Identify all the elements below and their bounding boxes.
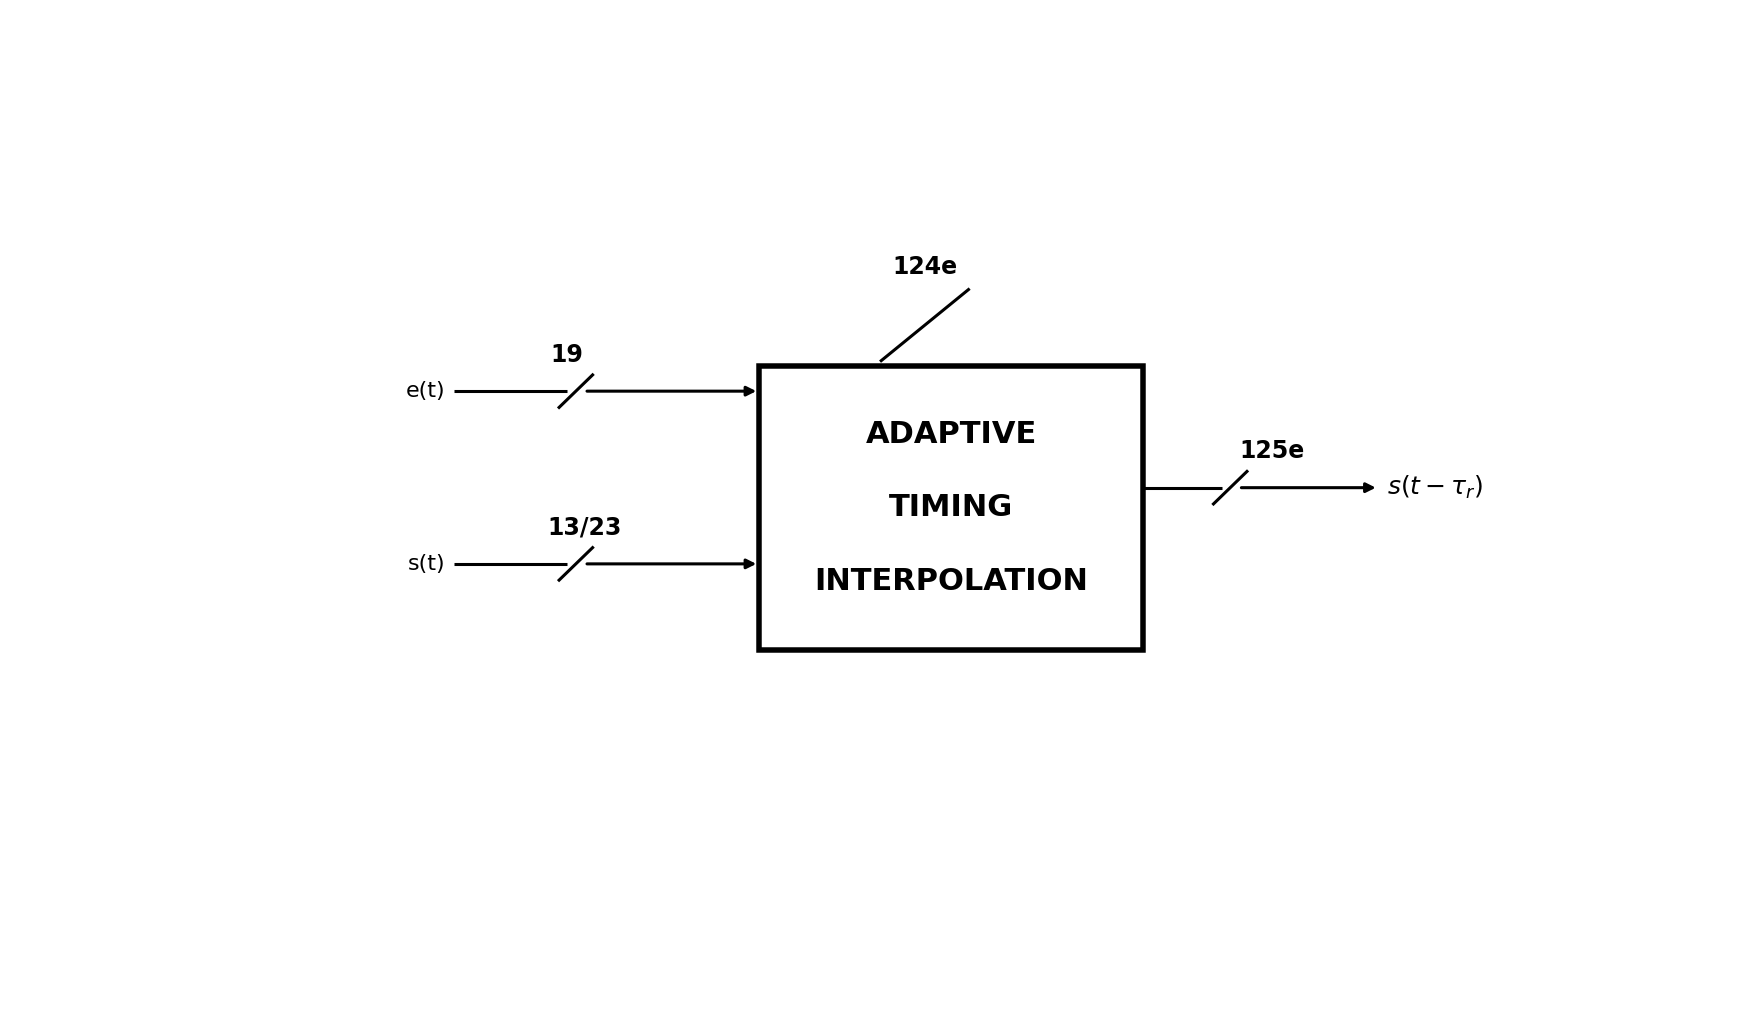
Text: 125e: 125e bbox=[1239, 439, 1304, 463]
Text: s(t): s(t) bbox=[407, 554, 445, 574]
Text: 13/23: 13/23 bbox=[548, 515, 621, 539]
Text: 19: 19 bbox=[551, 342, 583, 367]
Text: ADAPTIVE: ADAPTIVE bbox=[866, 421, 1037, 449]
Bar bbox=[759, 366, 1143, 650]
Text: $s(t-\tau_r)$: $s(t-\tau_r)$ bbox=[1387, 474, 1483, 501]
Text: INTERPOLATION: INTERPOLATION bbox=[815, 567, 1087, 595]
Text: 124e: 124e bbox=[892, 255, 958, 279]
Text: TIMING: TIMING bbox=[888, 494, 1014, 522]
Text: e(t): e(t) bbox=[405, 381, 445, 401]
